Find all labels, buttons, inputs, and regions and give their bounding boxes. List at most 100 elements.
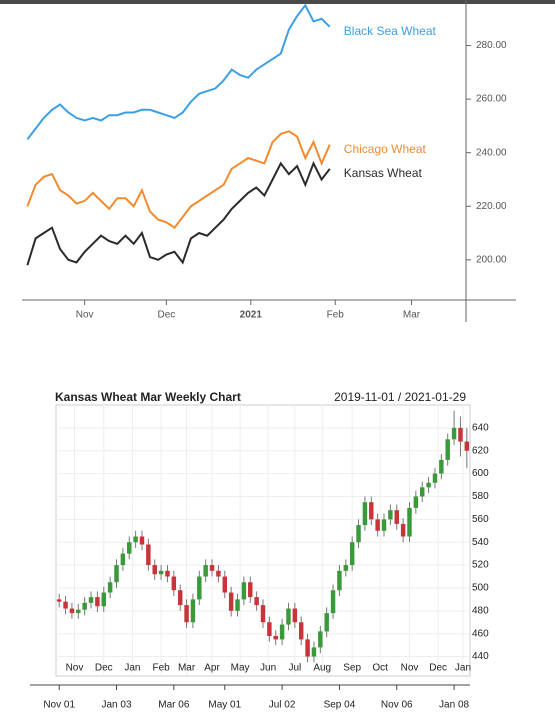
candle-body: [184, 605, 189, 623]
candle-body: [388, 510, 393, 520]
date-tick-label: Nov 06: [381, 700, 413, 711]
candle-body: [216, 570, 221, 577]
y-tick-label: 260.00: [476, 94, 507, 105]
candle-body: [203, 565, 208, 577]
x-tick-label: Nov: [401, 663, 419, 674]
y-tick-label: 460: [472, 628, 489, 639]
y-tick-label: 440: [472, 651, 489, 662]
date-tick-label: Mar 06: [158, 700, 190, 711]
candle-body: [324, 613, 329, 632]
candle-body: [114, 565, 119, 583]
candle-body: [88, 597, 94, 603]
candle-body: [286, 608, 291, 625]
candle-body: [260, 605, 266, 623]
x-tick-label: Jan: [124, 663, 140, 674]
candle-body: [343, 565, 349, 571]
y-tick-label: 480: [472, 605, 489, 616]
candle-body: [101, 592, 106, 607]
series-label: Kansas Wheat: [344, 166, 423, 180]
candle-body: [311, 647, 317, 657]
date-tick-label: Nov 01: [43, 700, 75, 711]
candle-body: [369, 502, 374, 520]
x-tick-label: May: [231, 663, 250, 674]
chart-title: Kansas Wheat Mar Weekly Chart: [55, 390, 241, 404]
x-tick-label: Feb: [327, 310, 345, 321]
candle-body: [228, 592, 234, 611]
line-series: [26, 3, 331, 140]
candle-body: [273, 635, 278, 640]
chart-subtitle: 2019-11-01 / 2021-01-29: [334, 390, 466, 404]
candle-body: [120, 553, 126, 566]
y-tick-label: 240.00: [476, 147, 507, 158]
candle-body: [222, 576, 228, 593]
candle-body: [362, 502, 368, 526]
x-tick-label: 2021: [240, 310, 263, 321]
x-tick-label: Jan: [455, 663, 471, 674]
date-tick-label: May 01: [208, 700, 241, 711]
candle-body: [177, 590, 183, 606]
candle-body: [127, 542, 132, 554]
candle-body: [139, 536, 145, 545]
candle-body: [69, 608, 75, 614]
candle-body: [305, 639, 310, 657]
candle-body: [76, 609, 81, 614]
date-tick-label: Sep 04: [324, 700, 356, 711]
y-tick-label: 500: [472, 583, 489, 594]
candle-body: [298, 622, 304, 640]
candle-body: [451, 427, 457, 440]
line-series: [26, 160, 331, 266]
top-bar: [0, 0, 555, 4]
plot-frame: [55, 404, 471, 677]
x-tick-label: Dec: [429, 663, 447, 674]
y-tick-label: 200.00: [476, 254, 507, 265]
y-tick-label: 220.00: [476, 201, 507, 212]
y-tick-label: 600: [472, 468, 489, 479]
candle-body: [356, 525, 361, 543]
candle-body: [426, 482, 431, 488]
y-tick-label: 620: [472, 445, 489, 456]
candle-body: [235, 599, 240, 611]
x-tick-label: Aug: [313, 663, 331, 674]
candle-body: [56, 599, 62, 602]
candle-body: [337, 570, 342, 591]
candle-body: [241, 582, 247, 600]
y-tick-label: 520: [472, 560, 489, 571]
date-tick-label: Jan 03: [101, 700, 131, 711]
candle-body: [292, 608, 298, 623]
candle-body: [146, 544, 151, 566]
candle-body: [400, 523, 406, 537]
series-label: Chicago Wheat: [344, 142, 427, 156]
candle-body: [381, 519, 387, 531]
y-tick-label: 540: [472, 537, 489, 548]
x-tick-label: Mar: [403, 310, 421, 321]
candle-body: [158, 570, 164, 575]
date-tick-label: Jul 02: [269, 700, 296, 711]
candle-body: [318, 631, 323, 648]
candle-body: [209, 565, 215, 571]
candle-body: [458, 427, 463, 442]
candle-body: [464, 441, 470, 451]
x-tick-label: Sep: [343, 663, 361, 674]
candle-body: [420, 487, 425, 497]
candle-body: [248, 582, 253, 598]
x-tick-label: Jun: [260, 663, 276, 674]
candle-body: [95, 597, 100, 607]
x-tick-label: Dec: [95, 663, 113, 674]
candle-body: [197, 576, 202, 600]
candle-body: [254, 597, 259, 606]
candle-body: [445, 439, 450, 460]
candle-body: [394, 510, 399, 524]
candle-body: [432, 473, 438, 483]
candle-body: [152, 565, 157, 575]
x-tick-label: Dec: [157, 310, 175, 321]
candle-body: [267, 622, 272, 636]
candle-body: [349, 542, 355, 566]
y-tick-label: 560: [472, 514, 489, 525]
y-tick-label: 280.00: [476, 40, 507, 51]
candle-body: [190, 599, 196, 623]
candle-body: [375, 519, 380, 531]
candle-body: [82, 602, 87, 610]
candle-body: [133, 536, 138, 543]
candle-body: [330, 590, 336, 614]
